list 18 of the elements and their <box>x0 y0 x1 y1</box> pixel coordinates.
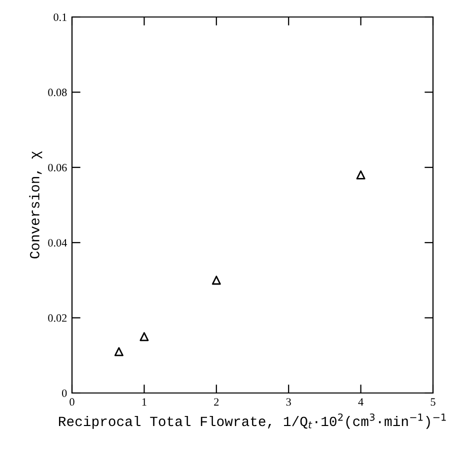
text: Reciprocal Total Flowrate, 1/Q$_{t}$·10$^{2}$(cm$^{3}$·min$^{−1}$)$^{−1}$ <box>59 413 446 429</box>
x-tick-label: 1 <box>142 398 146 406</box>
x-tick-label: 5 <box>430 398 436 406</box>
point <box>114 347 124 356</box>
point <box>212 276 221 285</box>
x-tick-label: 4 <box>358 398 364 406</box>
x-tick-label: 3 <box>286 398 291 406</box>
x-tick-label: 2 <box>214 398 219 406</box>
x-tick-label: 0 <box>70 398 74 406</box>
point <box>356 170 366 180</box>
y-tick-label: 0.02 <box>48 314 67 322</box>
y-tick-label: 0.06 <box>48 164 67 172</box>
y-tick-label: 0 <box>62 389 67 397</box>
point <box>140 332 149 342</box>
y-tick-label: 0.1 <box>54 13 66 22</box>
y-axis-title: Conversion, χ <box>29 151 42 258</box>
y-tick-label: 0.04 <box>48 239 67 247</box>
y-tick-label: 0.08 <box>48 88 67 96</box>
